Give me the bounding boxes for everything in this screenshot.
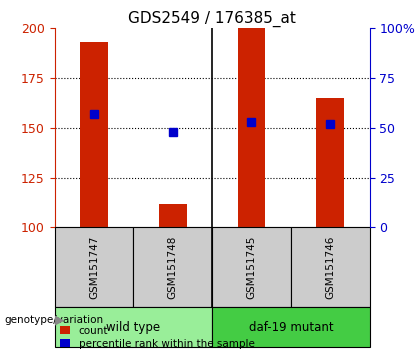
Text: wild type: wild type [106,320,160,333]
Text: GSM151747: GSM151747 [89,235,99,299]
Bar [80,42,108,227]
Text: genotype/variation: genotype/variation [4,315,103,325]
FancyBboxPatch shape [212,227,291,307]
Text: GSM151745: GSM151745 [247,235,257,299]
FancyBboxPatch shape [212,307,370,347]
Text: ▶: ▶ [55,314,64,327]
FancyBboxPatch shape [55,307,212,347]
Legend: count, percentile rank within the sample: count, percentile rank within the sample [60,326,255,349]
FancyBboxPatch shape [291,227,370,307]
Text: GSM151746: GSM151746 [325,235,335,299]
FancyBboxPatch shape [134,227,212,307]
Bar [238,28,265,227]
Bar [316,98,344,227]
Text: daf-19 mutant: daf-19 mutant [249,320,333,333]
Text: GSM151748: GSM151748 [168,235,178,299]
Title: GDS2549 / 176385_at: GDS2549 / 176385_at [128,11,296,27]
FancyBboxPatch shape [55,227,134,307]
Bar [159,204,186,227]
